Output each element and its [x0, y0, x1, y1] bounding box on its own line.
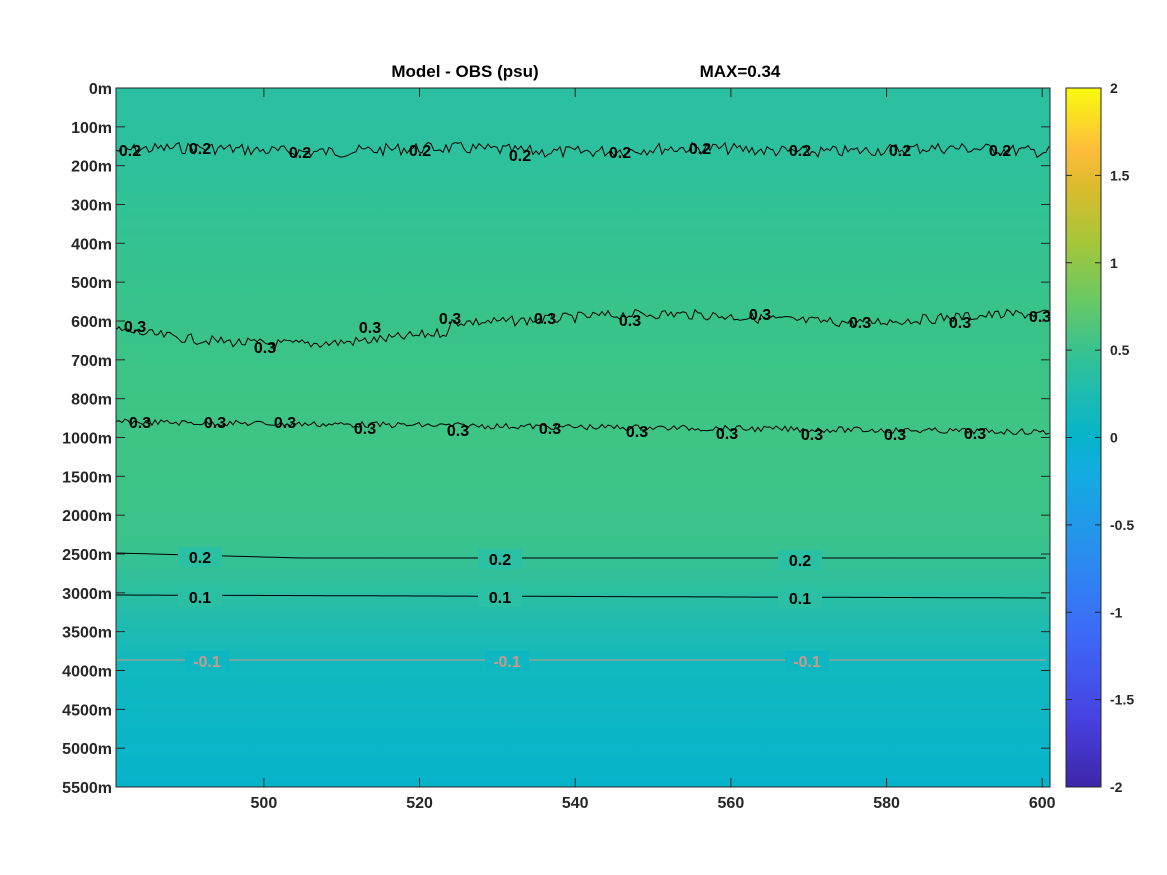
contour-line: [116, 418, 1050, 436]
y-tick-label: 1000m: [62, 431, 112, 448]
contour-label: 0.3: [354, 421, 376, 438]
y-tick-label: 600m: [71, 314, 112, 331]
contour-label: 0.2: [989, 143, 1011, 160]
y-tick-label: 800m: [71, 392, 112, 409]
contour-label-gap: [485, 651, 529, 671]
contour-label: 0.3: [849, 315, 871, 332]
contour-label-gap: [178, 587, 222, 607]
contour-label: 0.3: [254, 340, 276, 357]
contour-labels: 0.2 0.2 0.2 0.2 0.2 0.2 0.2 0.2 0.2 0.2 0.3 0.3 0.3 0…: [119, 141, 1051, 671]
colorbar-tick-label: -1: [1110, 604, 1123, 620]
contour-label: 0.3: [129, 415, 151, 432]
contour-label: 0.2: [119, 143, 141, 160]
contour-label: 0.2: [489, 552, 511, 569]
y-axis: 0m 100m 200m 300m 400m 500m 600m 700m 800m 1000m 1…: [62, 81, 1050, 797]
contour-label: 0.3: [124, 319, 146, 336]
y-tick-label: 3000m: [62, 586, 112, 603]
contour-line: [116, 594, 1046, 599]
x-tick-label: 600: [1029, 795, 1056, 812]
contour-label: 0.2: [789, 143, 811, 160]
surface-band: [116, 88, 1050, 153]
x-tick-label: 560: [718, 795, 745, 812]
contour-label-gap: [478, 587, 522, 607]
contour-label: 0.2: [889, 143, 911, 160]
x-tick-label: 580: [873, 795, 900, 812]
contour-label: 0.3: [447, 423, 469, 440]
chart-title: Model - OBS (psu): [391, 62, 538, 81]
contour-label: 0.1: [489, 590, 511, 607]
y-tick-label: 3500m: [62, 625, 112, 642]
y-tick-label: 200m: [71, 159, 112, 176]
contour-label: 0.3: [964, 426, 986, 443]
colorbar-tick-label: 0: [1110, 430, 1118, 446]
colorbar-tick-label: 2: [1110, 80, 1118, 96]
contour-label: 0.2: [689, 141, 711, 158]
contour-label: -0.1: [493, 654, 521, 671]
colorbar-tick-label: -1.5: [1110, 692, 1134, 708]
x-tick-label: 520: [406, 795, 433, 812]
contour-label: 0.3: [619, 313, 641, 330]
y-tick-label: 700m: [71, 353, 112, 370]
contour-label: 0.3: [539, 421, 561, 438]
contour-label: 0.3: [359, 320, 381, 337]
y-tick-label: 300m: [71, 198, 112, 215]
contour-label: 0.3: [884, 427, 906, 444]
contour-label: 0.3: [534, 311, 556, 328]
contour-line: [116, 552, 1046, 559]
y-tick-label: 1500m: [62, 469, 112, 486]
contour-label: 0.2: [509, 148, 531, 165]
contour-label: 0.1: [789, 591, 811, 608]
contour-label: 0.2: [409, 143, 431, 160]
contour-label-gap: [478, 549, 522, 569]
contour-label: 0.3: [749, 307, 771, 324]
colorbar-tick-label: -2: [1110, 779, 1123, 795]
y-tick-label: 100m: [71, 120, 112, 137]
x-axis: 500 520 540 560 580 600: [251, 88, 1056, 812]
colorbar-tick-label: 1.5: [1110, 167, 1130, 183]
contour-label: 0.1: [189, 590, 211, 607]
contour-label: 0.3: [204, 415, 226, 432]
contour-label-gap: [185, 651, 229, 671]
y-tick-label: 5000m: [62, 741, 112, 758]
contour-lines: [116, 141, 1050, 661]
colorbar-tick-label: -0.5: [1110, 517, 1134, 533]
colorbar-tick-label: 0.5: [1110, 342, 1130, 358]
contour-label: 0.2: [189, 141, 211, 158]
contour-label: 0.3: [274, 415, 296, 432]
y-tick-label: 4000m: [62, 664, 112, 681]
y-tick-label: 400m: [71, 236, 112, 253]
contour-label: -0.1: [193, 654, 221, 671]
y-tick-label: 500m: [71, 275, 112, 292]
contour-line: [116, 308, 1050, 350]
contour-label: 0.3: [1029, 309, 1051, 326]
contour-label: 0.3: [801, 427, 823, 444]
contour-label-gap: [778, 588, 822, 608]
y-tick-label: 2000m: [62, 508, 112, 525]
contour-label: -0.1: [793, 654, 821, 671]
max-annotation: MAX=0.34: [700, 62, 781, 81]
contour-line: [116, 141, 1050, 159]
y-tick-label: 2500m: [62, 547, 112, 564]
y-tick-label: 0m: [89, 81, 112, 98]
contour-label-gap: [178, 547, 222, 567]
contour-label: 0.3: [626, 424, 648, 441]
contour-label: 0.3: [716, 426, 738, 443]
contour-label: 0.2: [789, 553, 811, 570]
x-tick-label: 500: [251, 795, 278, 812]
x-tick-label: 540: [562, 795, 589, 812]
contour-label: 0.3: [949, 315, 971, 332]
y-tick-label: 5500m: [62, 780, 112, 797]
colorbar-tick-label: 1: [1110, 255, 1118, 271]
contour-label: 0.3: [439, 311, 461, 328]
y-tick-label: 4500m: [62, 702, 112, 719]
contour-label: 0.2: [289, 145, 311, 162]
colorbar-axis: 2 1.5 1 0.5 0 -0.5 -1 -1.5 -2: [1066, 80, 1134, 795]
contour-label-gap: [778, 550, 822, 570]
contour-label-gap: [785, 651, 829, 671]
contour-label: 0.2: [189, 550, 211, 567]
heatmap-field: [116, 88, 1050, 787]
contour-label: 0.2: [609, 145, 631, 162]
